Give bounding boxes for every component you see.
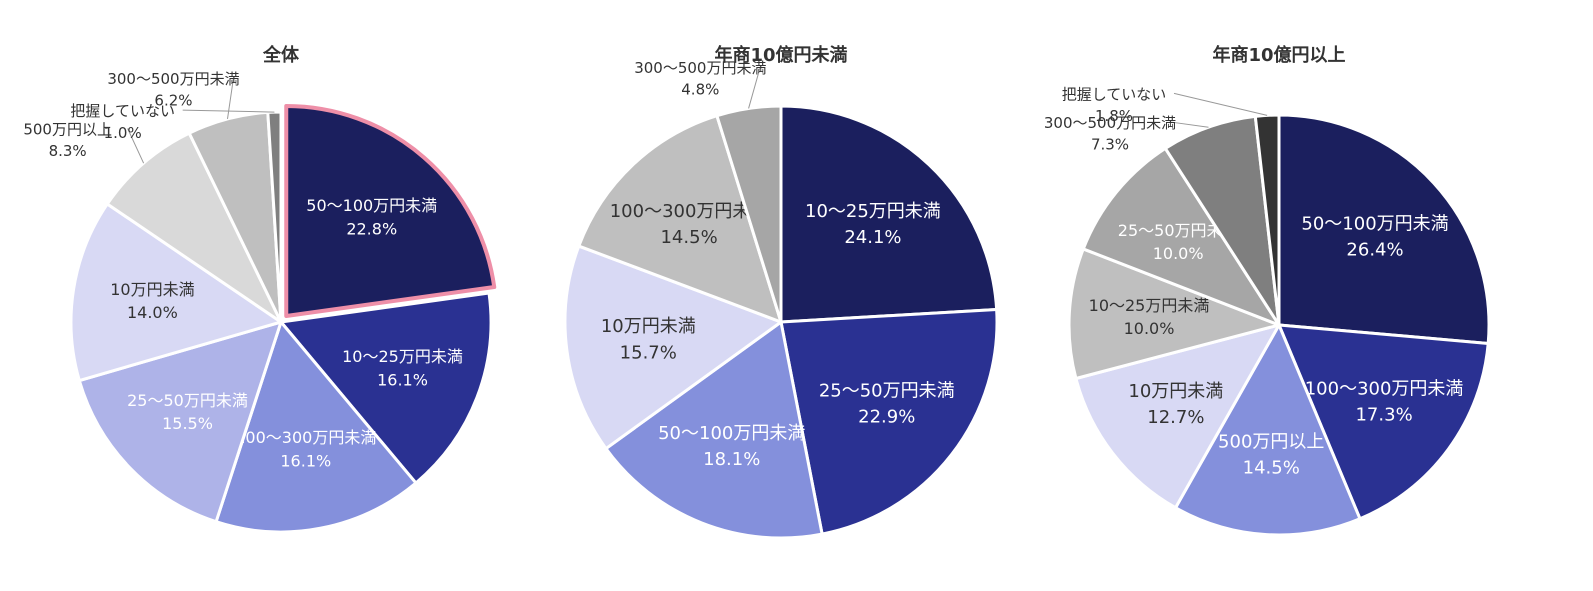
slice-label: 300～500万円未満 [634,59,766,77]
value-label: 8.3% [49,142,87,160]
value-label: 10.0% [1153,244,1204,263]
chart-title: 年商10億円未満 [714,44,847,66]
pie-slice [1277,323,1490,521]
value-label: 14.5% [660,227,717,248]
value-label: 1.8% [1095,107,1133,125]
pie-chart: 全体 50～100万円未満 22.8% 10～25万円未満 16.1% 100～300万円… [23,44,497,534]
leader-line [127,128,145,164]
value-label: 16.1% [377,370,428,389]
slice-label: 10万円未満 [601,316,696,337]
pie-slice [77,320,283,524]
slice-label: 25～50万円未満 [819,381,955,402]
value-label: 22.9% [858,407,915,428]
slice-label: 500万円以上 [1218,431,1324,452]
pie-slice [1277,113,1491,345]
pie-slice [214,320,418,534]
value-label: 10.0% [1124,319,1175,338]
pie-slice [1081,146,1281,327]
leader-line [227,77,234,120]
pie-chart: 年商10億円以上 50～100万円未満 26.4% 100～300万円未満 17.3% 5… [1044,44,1491,537]
chart-title: 全体 [262,44,300,66]
slice-label: 10～25万円未満 [342,347,463,366]
pie-slice [1074,323,1281,510]
pie-slice [715,104,783,324]
value-label: 1.0% [104,124,142,142]
slice-label: 50～100万円未満 [658,423,805,444]
pie-slice [604,320,824,540]
slice-label: 10～25万円未満 [805,201,941,222]
value-label: 17.3% [1355,404,1412,425]
slice-label: 10万円未満 [1128,381,1223,402]
slice-label: 300～500万円未満 [107,70,239,88]
value-label: 18.1% [703,449,760,470]
pie-slice [563,244,783,451]
value-label: 15.5% [162,414,213,433]
value-label: 4.8% [681,81,719,99]
slice-label: 25～50万円未満 [127,391,248,410]
slice-label: 500万円以上 [23,120,112,138]
pie-chart: 年商10億円未満 10～25万円未満 24.1% 25～50万円未満 22.9% 50～1… [563,44,999,540]
pie-slice [69,202,283,383]
slice-label: 100～300万円未満 [610,201,769,222]
slice-label: 50～100万円未満 [306,196,437,215]
slice-label: 10～25万円未満 [1089,296,1210,315]
value-label: 26.4% [1346,240,1403,261]
slice-label: 100～300万円未満 [235,428,376,447]
value-label: 16.1% [280,451,331,470]
leader-line [748,66,761,109]
slice-label: 把握していない [70,102,175,120]
slice-label: 把握していない [1062,85,1167,103]
value-label: 14.5% [1243,457,1300,478]
pie-slice [577,114,783,324]
pie-slice [279,291,493,485]
slice-label: 100～300万円未満 [1305,378,1464,399]
pie-slice [779,104,999,324]
chart-title: 年商10億円以上 [1212,44,1345,66]
value-label: 14.0% [127,303,178,322]
pie-slice [284,103,497,318]
value-label: 12.7% [1147,407,1204,428]
value-label: 22.8% [346,219,397,238]
value-label: 15.7% [620,342,677,363]
leader-line [1169,121,1209,128]
value-label: 6.2% [154,92,192,110]
slice-label: 300～500万円未満 [1044,114,1176,132]
pie-slice [779,307,999,536]
slice-label: 10万円未満 [110,280,194,299]
slice-label: 50～100万円未満 [1301,213,1448,234]
leader-line [182,109,275,113]
pie-slice [1174,323,1362,537]
value-label: 7.3% [1091,136,1129,154]
slice-label: 25～50万円未満 [1118,221,1239,240]
leader-line [1173,92,1268,116]
pie-slice [1067,247,1281,381]
value-label: 24.1% [844,227,901,248]
